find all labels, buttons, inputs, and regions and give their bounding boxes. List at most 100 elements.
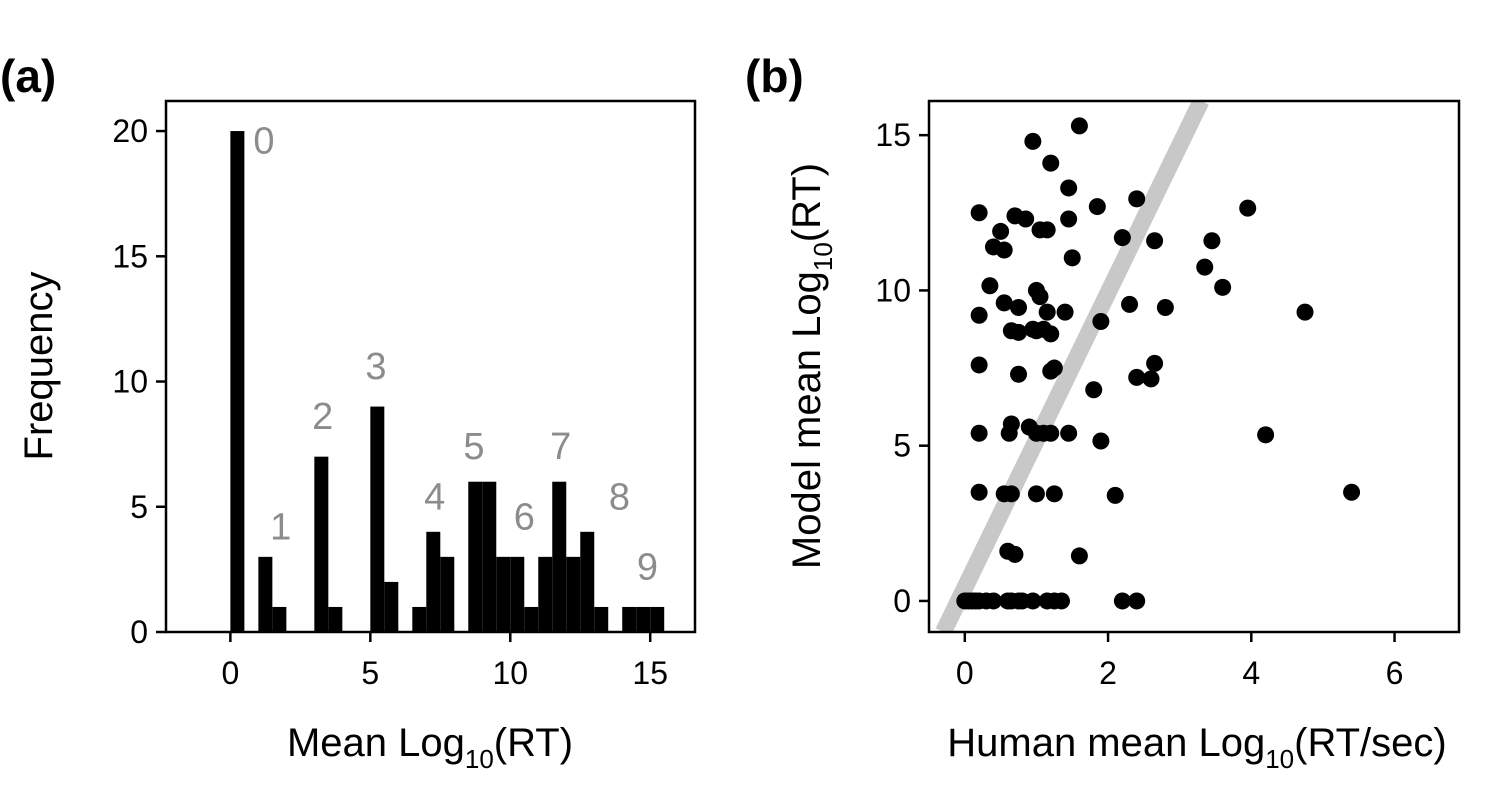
panel-a-label: (a) <box>0 50 56 102</box>
histogram-bar <box>314 456 329 632</box>
scatter-point <box>1070 547 1088 565</box>
scatter-point <box>1017 210 1035 228</box>
scatter-point <box>995 294 1013 312</box>
cluster-annotation: 5 <box>463 426 484 468</box>
panel-b-y-ticks: 0 5 10 15 <box>875 117 929 619</box>
scatter-point <box>1045 485 1063 503</box>
x-tick-label: 4 <box>1242 655 1260 691</box>
panel-b-frame <box>927 99 1461 634</box>
histogram-bar <box>622 606 637 632</box>
cluster-annotation: 0 <box>253 121 274 163</box>
histogram-bar <box>230 131 245 632</box>
scatter-point <box>1027 485 1045 503</box>
histogram-bar <box>552 481 567 632</box>
y-tick-label: 0 <box>130 614 148 650</box>
scatter-point <box>992 222 1010 240</box>
scatter-point <box>970 424 988 442</box>
scatter-point <box>1106 486 1124 504</box>
scatter-point <box>1196 258 1214 276</box>
scatter-point <box>1056 303 1074 321</box>
scatter-point <box>1113 229 1131 247</box>
scatter-point <box>1031 288 1049 306</box>
histogram-bar <box>580 531 595 632</box>
histogram-bar <box>384 581 399 632</box>
scatter-point <box>984 592 1002 610</box>
scatter-point <box>1070 117 1088 135</box>
cluster-annotation: 1 <box>270 506 291 548</box>
scatter-point <box>1042 154 1060 172</box>
scatter-point <box>970 483 988 501</box>
x-tick-label: 0 <box>221 655 239 691</box>
y-tick-label: 15 <box>112 238 148 274</box>
histogram-bar <box>650 606 665 632</box>
scatter-point <box>1092 432 1110 450</box>
x-tick-label: 6 <box>1386 655 1404 691</box>
scatter-point <box>1006 545 1024 563</box>
x-tick-label: 2 <box>1099 655 1117 691</box>
histogram-bar <box>468 481 483 632</box>
panel-b-x-axis-label: Human mean Log10(RT/sec) <box>947 721 1447 774</box>
scatter-point <box>1239 199 1257 217</box>
scatter-point <box>1343 483 1361 501</box>
panel-b: (b) 0 2 4 6 0 5 10 15 Human mean Log10(RT/sec)… <box>745 50 1461 774</box>
scatter-point <box>1002 485 1020 503</box>
scatter-point <box>1060 179 1078 197</box>
y-tick-label: 10 <box>112 364 148 400</box>
x-tick-label: 5 <box>361 655 379 691</box>
histogram-bar <box>538 556 553 632</box>
scatter-point <box>1002 415 1020 433</box>
scatter-point <box>1296 303 1314 321</box>
scatter-point <box>970 356 988 374</box>
scatter-point <box>1128 368 1146 386</box>
histogram-bar <box>482 481 497 632</box>
scatter-point <box>1085 381 1103 399</box>
scatter-point <box>1063 249 1081 267</box>
histogram-bar <box>258 556 273 632</box>
scatter-point <box>1121 295 1139 313</box>
scatter-point <box>1010 299 1028 316</box>
scatter-point <box>1038 303 1056 321</box>
scatter-point <box>1214 278 1232 296</box>
scatter-point <box>995 241 1013 259</box>
y-tick-label: 5 <box>130 489 148 525</box>
scatter-point <box>1010 365 1028 383</box>
panel-b-x-ticks: 0 2 4 6 <box>956 632 1404 691</box>
histogram-bar <box>426 531 441 632</box>
cluster-annotation: 3 <box>365 346 386 388</box>
panel-a-x-axis-label: Mean Log10(RT) <box>287 721 573 774</box>
scatter-point <box>1257 426 1275 444</box>
y-tick-label: 20 <box>112 113 148 149</box>
histogram-bar <box>440 556 455 632</box>
panel-a-x-ticks: 0 5 10 15 <box>221 632 668 691</box>
cluster-annotation: 8 <box>609 476 630 518</box>
histogram-bar <box>636 606 651 632</box>
panel-b-label: (b) <box>745 50 804 102</box>
y-tick-label: 0 <box>893 583 911 619</box>
scatter-point <box>1146 354 1164 372</box>
scatter-point <box>1128 592 1146 610</box>
y-tick-label: 15 <box>875 117 911 153</box>
scatter-point <box>1060 210 1078 228</box>
scatter-point <box>1042 424 1060 442</box>
histogram-bar <box>370 406 385 632</box>
panel-a-y-ticks: 0 5 10 15 20 <box>112 113 166 650</box>
histogram-bar <box>328 606 343 632</box>
panel-b-y-axis-label: Model mean Log10(RT) <box>785 163 838 569</box>
scatter-point <box>1060 424 1078 442</box>
x-tick-label: 0 <box>956 655 974 691</box>
histogram-bar <box>594 606 609 632</box>
histogram-bar <box>524 606 539 632</box>
histogram-bar <box>412 606 427 632</box>
scatter-point <box>1045 359 1063 377</box>
scatter-point <box>1092 312 1110 330</box>
scatter-point <box>1113 592 1131 610</box>
scatter-point <box>970 204 988 222</box>
scatter-point <box>1024 592 1042 610</box>
scatter-point <box>1042 325 1060 343</box>
scatter-point <box>1024 132 1042 150</box>
reference-line <box>935 101 1209 632</box>
cluster-annotation: 6 <box>514 496 535 538</box>
